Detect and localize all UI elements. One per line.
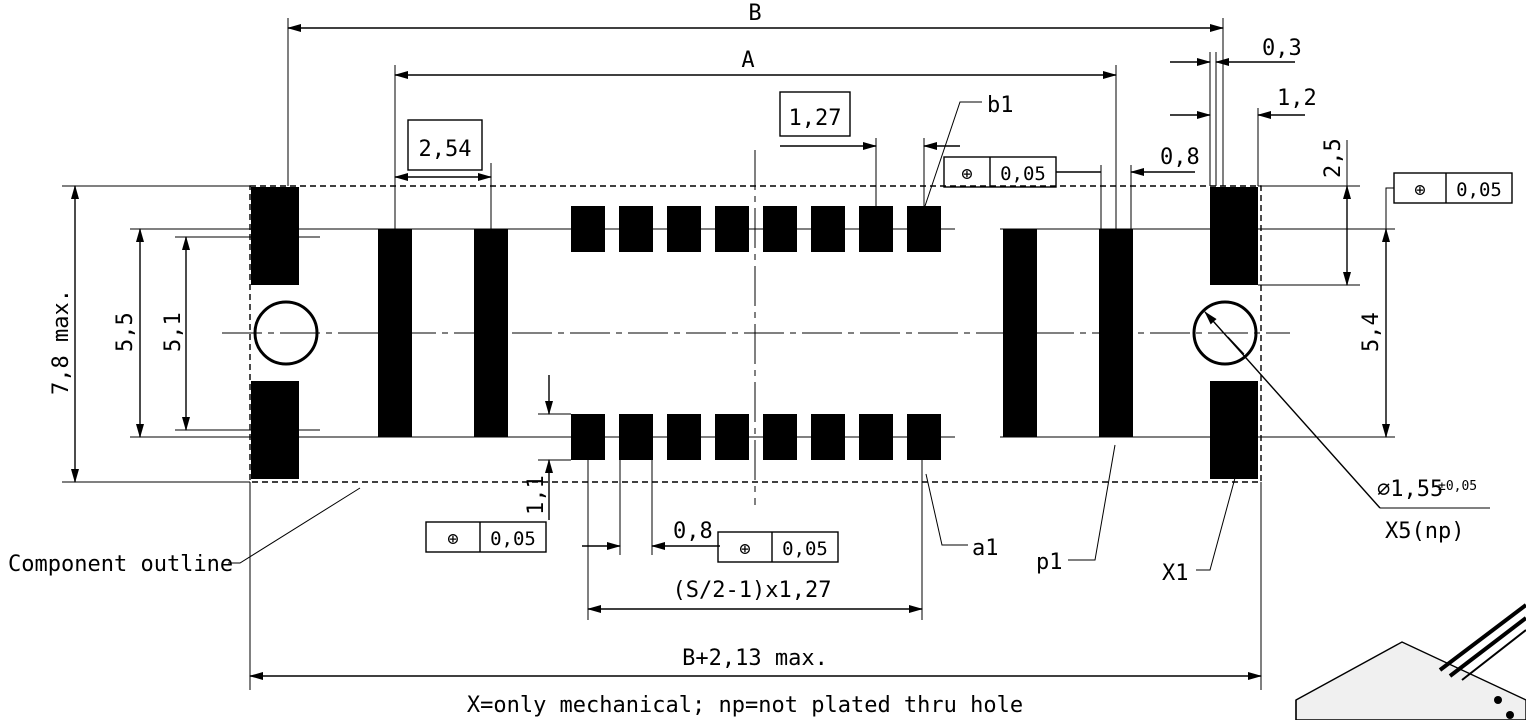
callout-p1: p1: [1036, 550, 1063, 575]
dim-1-1-label: 1,1: [524, 475, 549, 515]
hole-tolerance-label: ±0,05: [1438, 479, 1477, 494]
mech-pad-right-top: [1210, 187, 1258, 285]
callout-a1: a1: [972, 536, 999, 561]
dim-b-label: B: [748, 1, 761, 26]
dim-0-8-top-label: 0,8: [1160, 145, 1200, 170]
dim-pitch-label: (S/2-1)x1,27: [673, 578, 832, 603]
mech-pad-left-top: [251, 187, 299, 285]
svg-text:⊕: ⊕: [961, 163, 972, 185]
tolerance-frame-bottom-left: ⊕ 0,05: [425, 521, 547, 553]
power-pad-1: [378, 229, 412, 437]
mounting-hole-right: [1192, 300, 1258, 366]
callout-x1: X1: [1162, 561, 1189, 586]
dim-2-54-label: 2,54: [419, 137, 472, 162]
dim-overall-label: B+2,13 max.: [682, 646, 828, 671]
dim-7-8-label: 7,8 max.: [49, 289, 74, 395]
dim-1-27-label: 1,27: [789, 106, 842, 131]
dim-5-5-label: 5,5: [113, 312, 138, 352]
signal-pads-bottom: [571, 414, 941, 460]
hole-ref-label: X5(np): [1385, 519, 1464, 544]
svg-text:⊕: ⊕: [1414, 179, 1425, 201]
footnote: X=only mechanical; np=not plated thru ho…: [467, 693, 1023, 718]
signal-pads-top: [571, 206, 941, 252]
tolerance-frame-top: ⊕ 0,05: [943, 156, 1057, 188]
dim-5-4-label: 5,4: [1359, 312, 1384, 352]
tolerance-frame-bottom-center: ⊕ 0,05: [717, 531, 839, 563]
isometric-component-view: [1295, 603, 1526, 720]
mech-pad-right-bottom: [1210, 381, 1258, 479]
svg-text:⊕: ⊕: [447, 528, 458, 550]
hole-diameter-label: ∅1,55: [1377, 477, 1443, 502]
dim-5-1-label: 5,1: [161, 312, 186, 352]
svg-text:0,05: 0,05: [1000, 163, 1046, 185]
mounting-hole-left: [253, 300, 319, 366]
power-pad-4: [1099, 229, 1133, 437]
dim-0-8-bottom-label: 0,8: [673, 519, 713, 544]
svg-text:0,05: 0,05: [1456, 179, 1502, 201]
callout-b1: b1: [987, 93, 1014, 118]
power-pad-2: [474, 229, 508, 437]
dim-1-2-label: 1,2: [1277, 86, 1317, 111]
dim-a-label: A: [741, 48, 754, 73]
tolerance-frame-right: ⊕ 0,05: [1393, 172, 1513, 204]
dim-2-5-label: 2,5: [1321, 138, 1346, 178]
power-pad-3: [1003, 229, 1037, 437]
callout-component-outline: Component outline: [8, 552, 233, 577]
svg-text:0,05: 0,05: [782, 538, 828, 560]
dim-0-3-label: 0,3: [1262, 36, 1302, 61]
svg-text:⊕: ⊕: [739, 538, 750, 560]
svg-text:0,05: 0,05: [490, 528, 536, 550]
